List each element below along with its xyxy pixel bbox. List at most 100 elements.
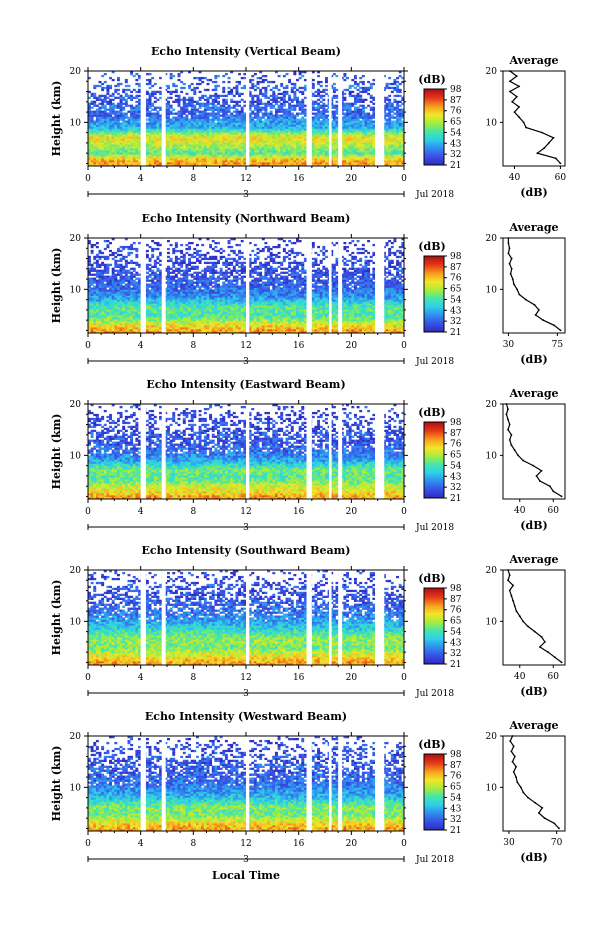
heatmap-cell: [151, 124, 155, 127]
profile-point: [509, 80, 511, 83]
heatmap-cell: [322, 327, 326, 330]
heatmap-cell: [369, 132, 373, 135]
heatmap-cell: [135, 116, 139, 119]
heatmap-cell: [156, 118, 160, 121]
heatmap-cell: [274, 152, 278, 155]
heatmap-cell: [167, 100, 170, 103]
heatmap-cell: [401, 329, 405, 332]
heatmap-cell: [332, 148, 336, 151]
heatmap-cell: [398, 116, 402, 119]
heatmap-cell: [264, 104, 268, 107]
heatmap-cell: [193, 92, 197, 96]
heatmap-cell: [145, 331, 149, 334]
heatmap-cell: [101, 126, 105, 129]
heatmap-cell: [116, 154, 120, 157]
heatmap-cell: [180, 116, 184, 119]
heatmap-cell: [190, 146, 194, 149]
heatmap-cell: [272, 126, 276, 129]
heatmap-cell: [224, 152, 228, 155]
heatmap-cell: [351, 102, 355, 105]
heatmap-cell: [93, 160, 97, 163]
heatmap-cell: [285, 72, 289, 76]
heatmap-cell: [224, 323, 228, 326]
heatmap-cell: [319, 100, 323, 103]
heatmap-cell: [314, 108, 318, 111]
heatmap-cell: [151, 331, 155, 334]
heatmap-cell: [317, 138, 321, 141]
heatmap-cell: [259, 122, 263, 125]
heatmap-cell: [243, 118, 247, 121]
heatmap-cell: [124, 325, 128, 328]
heatmap-cell: [201, 124, 205, 127]
heatmap-cell: [198, 128, 202, 131]
heatmap-cell: [335, 140, 339, 143]
heatmap-cell: [343, 329, 347, 332]
heatmap-cell: [264, 130, 268, 133]
heatmap-cell: [322, 148, 326, 151]
heatmap-cell: [272, 144, 276, 147]
heatmap-cell: [351, 116, 355, 119]
heatmap-cell: [198, 156, 202, 159]
heatmap-cell: [172, 124, 176, 127]
heatmap-cell: [124, 104, 128, 107]
heatmap-cell: [135, 148, 139, 151]
heatmap-cell: [98, 154, 102, 157]
heatmap-cell: [303, 327, 307, 330]
heatmap-cell: [90, 134, 94, 137]
heatmap-cell: [311, 82, 315, 86]
heatmap-cell: [214, 74, 218, 78]
heatmap-cell: [364, 325, 368, 328]
heatmap-cell: [259, 331, 263, 334]
heatmap-cell: [182, 110, 186, 113]
heatmap-cell: [251, 164, 255, 167]
heatmap-cell: [314, 329, 318, 332]
heatmap-cell: [269, 126, 273, 129]
heatmap-cell: [232, 158, 236, 161]
heatmap-cell: [159, 114, 163, 117]
heatmap-cell: [203, 327, 207, 330]
heatmap-cell: [314, 331, 318, 334]
heatmap-cell: [219, 158, 223, 161]
heatmap-cell: [398, 110, 402, 113]
heatmap-cell: [132, 134, 136, 137]
heatmap-cell: [353, 124, 357, 127]
heatmap-cell: [259, 329, 263, 332]
heatmap-cell: [393, 78, 397, 82]
heatmap-cell: [219, 160, 223, 163]
heatmap-cell: [314, 164, 318, 167]
heatmap-cell: [317, 136, 321, 139]
heatmap-cell: [311, 329, 315, 332]
heatmap-cell: [401, 108, 405, 111]
profile-point: [509, 70, 511, 72]
heatmap-cell: [195, 160, 199, 163]
heatmap-cell: [193, 329, 197, 332]
heatmap-cell: [388, 148, 392, 151]
heatmap-cell: [188, 124, 191, 127]
heatmap-cell: [240, 148, 244, 151]
heatmap-cell: [124, 140, 128, 143]
heatmap-cell: [251, 148, 255, 151]
heatmap-cell: [145, 158, 149, 161]
heatmap-cell: [222, 160, 226, 163]
heatmap-cell: [332, 112, 336, 115]
heatmap-cell: [169, 156, 173, 159]
heatmap-cell: [116, 114, 120, 117]
colorbar-tick-label: 65: [450, 118, 462, 128]
heatmap-cell: [314, 156, 318, 159]
heatmap-cell: [232, 140, 236, 143]
heatmap-cell: [164, 128, 168, 131]
heatmap-cell: [209, 140, 213, 143]
heatmap-cell: [325, 110, 328, 113]
heatmap-cell: [390, 128, 394, 131]
heatmap-cell: [203, 144, 207, 147]
heatmap-cell: [124, 160, 128, 163]
heatmap-cell: [211, 126, 215, 129]
heatmap-cell: [111, 158, 115, 161]
heatmap-cell: [274, 156, 278, 159]
heatmap-cell: [240, 158, 244, 161]
heatmap-cell: [209, 126, 213, 129]
heatmap-cell: [293, 331, 297, 334]
heatmap-cell: [348, 94, 352, 98]
heatmap-cell: [124, 100, 128, 103]
heatmap-cell: [248, 78, 252, 82]
